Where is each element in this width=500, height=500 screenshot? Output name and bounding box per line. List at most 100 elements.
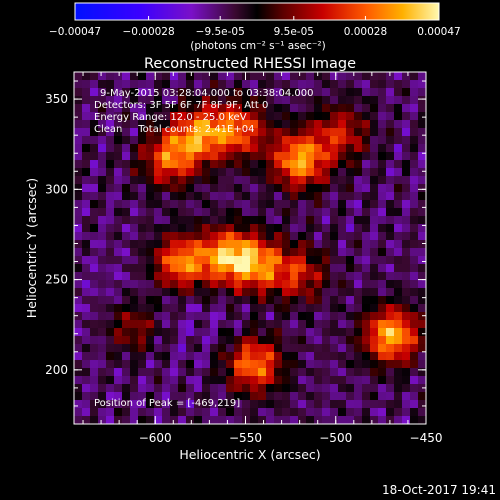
heatmap-cell <box>218 144 227 153</box>
heatmap-cell <box>154 144 163 153</box>
heatmap-cell <box>98 416 107 424</box>
heatmap-cell <box>210 400 219 409</box>
heatmap-cell <box>418 336 426 345</box>
heatmap-cell <box>362 400 371 409</box>
heatmap-cell <box>138 248 147 257</box>
y-axis-label: Heliocentric Y (arcsec) <box>24 178 39 318</box>
heatmap-cell <box>290 408 299 417</box>
heatmap-cell <box>402 344 411 353</box>
heatmap-cell <box>234 208 243 217</box>
heatmap-cell <box>338 192 347 201</box>
heatmap-cell <box>186 216 195 225</box>
heatmap-cell <box>162 264 171 273</box>
heatmap-cell <box>402 384 411 393</box>
heatmap-cell <box>322 216 331 225</box>
heatmap-cell <box>274 168 283 177</box>
heatmap-cell <box>90 144 99 153</box>
heatmap-cell <box>130 80 139 89</box>
heatmap-cell <box>170 184 179 193</box>
heatmap-cell <box>90 152 99 161</box>
heatmap-cell <box>250 208 259 217</box>
heatmap-cell <box>258 208 267 217</box>
heatmap-cell <box>258 176 267 185</box>
heatmap-cell <box>362 336 371 345</box>
heatmap-cell <box>378 344 387 353</box>
heatmap-cell <box>290 200 299 209</box>
heatmap-cell <box>146 104 155 113</box>
heatmap-cell <box>306 280 315 289</box>
heatmap-cell <box>298 392 307 401</box>
heatmap-cell <box>90 304 99 313</box>
heatmap-cell <box>202 136 211 145</box>
heatmap-cell <box>282 144 291 153</box>
heatmap-cell <box>370 104 379 113</box>
heatmap-cell <box>210 160 219 169</box>
heatmap-cell <box>170 392 179 401</box>
heatmap-cell <box>98 304 107 313</box>
heatmap-cell <box>218 216 227 225</box>
heatmap-cell <box>282 248 291 257</box>
heatmap-cell <box>410 176 419 185</box>
heatmap-cell <box>130 312 139 321</box>
heatmap-cell <box>162 152 171 161</box>
heatmap-cell <box>178 336 187 345</box>
heatmap-cell <box>250 184 259 193</box>
heatmap-cell <box>394 368 403 377</box>
heatmap-cell <box>210 256 219 265</box>
heatmap-cell <box>330 416 339 424</box>
colorbar-tick-label: −9.5e-05 <box>196 26 245 38</box>
heatmap-cell <box>170 80 179 89</box>
heatmap-cell <box>322 128 331 137</box>
heatmap-cell <box>282 352 291 361</box>
heatmap-cell <box>82 256 91 265</box>
heatmap-cell <box>146 392 155 401</box>
heatmap-cell <box>210 408 219 417</box>
heatmap-cell <box>402 256 411 265</box>
heatmap-cell <box>330 80 339 89</box>
heatmap-cell <box>154 136 163 145</box>
heatmap-cell <box>298 240 307 249</box>
heatmap-cell <box>138 144 147 153</box>
heatmap-cell <box>274 112 283 121</box>
heatmap-cell <box>154 248 163 257</box>
heatmap-cell <box>282 376 291 385</box>
heatmap-cell <box>90 88 99 97</box>
heatmap-cell <box>178 136 187 145</box>
heatmap-cell <box>138 152 147 161</box>
heatmap-cell <box>114 328 123 337</box>
heatmap-cell <box>306 336 315 345</box>
heatmap-cell <box>330 232 339 241</box>
heatmap-cell <box>370 336 379 345</box>
heatmap-cell <box>298 328 307 337</box>
heatmap-cell <box>354 336 363 345</box>
heatmap-cell <box>98 144 107 153</box>
heatmap-cell <box>186 200 195 209</box>
heatmap-cell <box>298 184 307 193</box>
heatmap-cell <box>226 176 235 185</box>
heatmap-cell <box>250 160 259 169</box>
heatmap-cell <box>354 344 363 353</box>
heatmap-cell <box>74 280 83 289</box>
heatmap-cell <box>106 336 115 345</box>
heatmap-cell <box>394 176 403 185</box>
heatmap-cell <box>306 112 315 121</box>
heatmap-cell <box>290 392 299 401</box>
heatmap-cell <box>210 248 219 257</box>
heatmap-cell <box>274 344 283 353</box>
heatmap-cell <box>242 304 251 313</box>
heatmap-cell <box>138 328 147 337</box>
heatmap-cell <box>194 240 203 249</box>
heatmap-cell <box>74 272 83 281</box>
heatmap-cell <box>130 368 139 377</box>
heatmap-cell <box>170 360 179 369</box>
heatmap-cell <box>394 264 403 273</box>
heatmap-cell <box>386 192 395 201</box>
heatmap-cell <box>122 216 131 225</box>
heatmap-cell <box>210 368 219 377</box>
heatmap-cell <box>74 384 83 393</box>
heatmap-cell <box>346 136 355 145</box>
heatmap-cell <box>90 232 99 241</box>
heatmap-cell <box>210 184 219 193</box>
heatmap-cell <box>354 72 363 81</box>
heatmap-cell <box>258 240 267 249</box>
